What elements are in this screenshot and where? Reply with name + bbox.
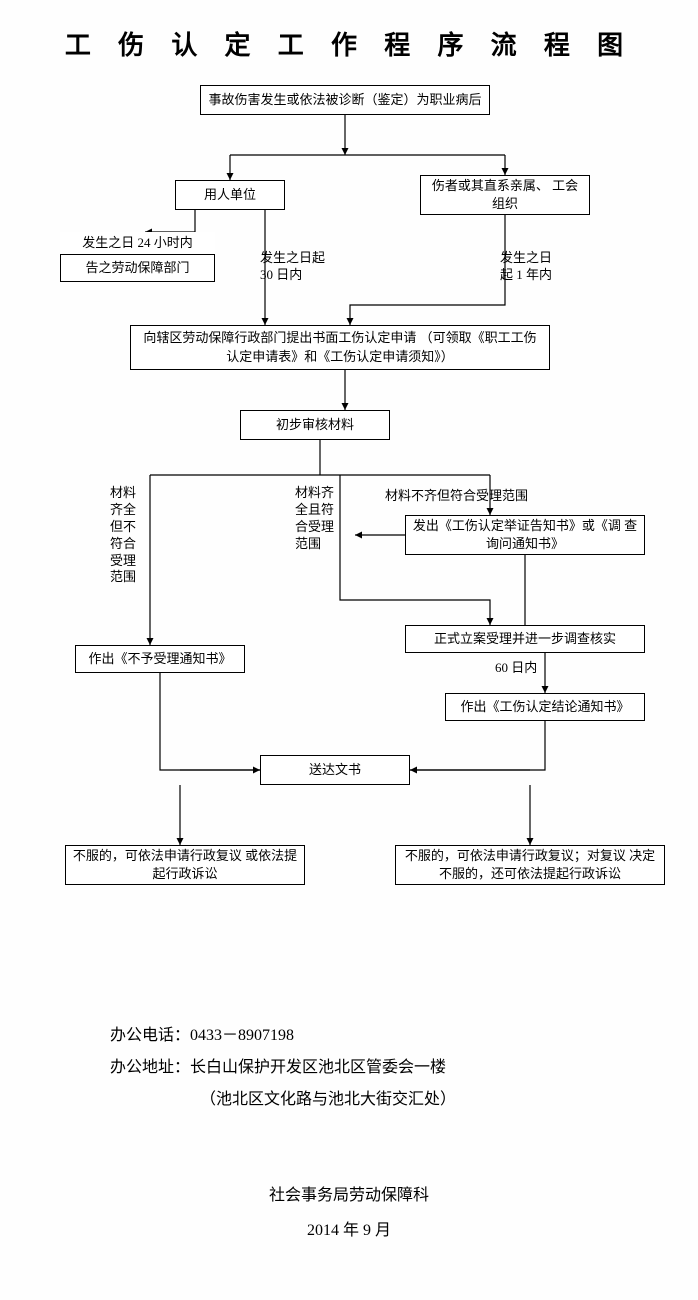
footer-phone: 办公电话：0433－8907198 [110,1020,456,1052]
footer-address-2: （池北区文化路与池北大街交汇处） [110,1084,456,1116]
node-n13: 不服的，可依法申请行政复议；对复议 决定不服的，还可依法提起行政诉讼 [395,845,665,885]
node-n4t: 发生之日 24 小时内 [60,232,215,254]
edge-17 [160,673,260,770]
node-n6: 初步审核材料 [240,410,390,440]
footer-address: 办公地址：长白山保护开发区池北区管委会一楼 [110,1052,456,1084]
edge-label-l1: 发生之日起 30 日内 [260,250,325,284]
footer: 办公电话：0433－8907198 办公地址：长白山保护开发区池北区管委会一楼 … [110,1020,456,1116]
flowchart-canvas: 工 伤 认 定 工 作 程 序 流 程 图 事故伤害发生或依法被诊断（鉴定）为职… [0,0,698,1300]
node-n3: 伤者或其直系亲属、 工会组织 [420,175,590,215]
node-n9: 正式立案受理并进一步调查核实 [405,625,645,653]
edge-label-l6: 60 日内 [495,660,537,677]
node-n2: 用人单位 [175,180,285,210]
edge-18 [410,721,545,770]
node-n8: 作出《不予受理通知书》 [75,645,245,673]
edge-label-l5: 材料不齐但符合受理范围 [385,488,528,505]
edge-label-l2: 发生之日 起 1 年内 [500,250,552,284]
edge-label-l4: 材料齐 全且符 合受理 范围 [295,485,334,553]
node-n11: 送达文书 [260,755,410,785]
edge-7 [350,215,505,325]
node-n1: 事故伤害发生或依法被诊断（鉴定）为职业病后 [200,85,490,115]
node-n12: 不服的，可依法申请行政复议 或依法提起行政诉讼 [65,845,305,885]
footer-dept: 社会事务局劳动保障科 [0,1180,698,1212]
node-n4: 告之劳动保障部门 [60,254,215,282]
node-n5: 向辖区劳动保障行政部门提出书面工伤认定申请 （可领取《职工工伤认定申请表》和《工… [130,325,550,370]
page-title: 工 伤 认 定 工 作 程 序 流 程 图 [0,25,698,62]
footer-date: 2014 年 9 月 [0,1215,698,1247]
node-n7: 发出《工伤认定举证告知书》或《调 查询问通知书》 [405,515,645,555]
edge-label-l3: 材料 齐全 但不 符合 受理 范围 [110,485,136,586]
node-n10: 作出《工伤认定结论通知书》 [445,693,645,721]
